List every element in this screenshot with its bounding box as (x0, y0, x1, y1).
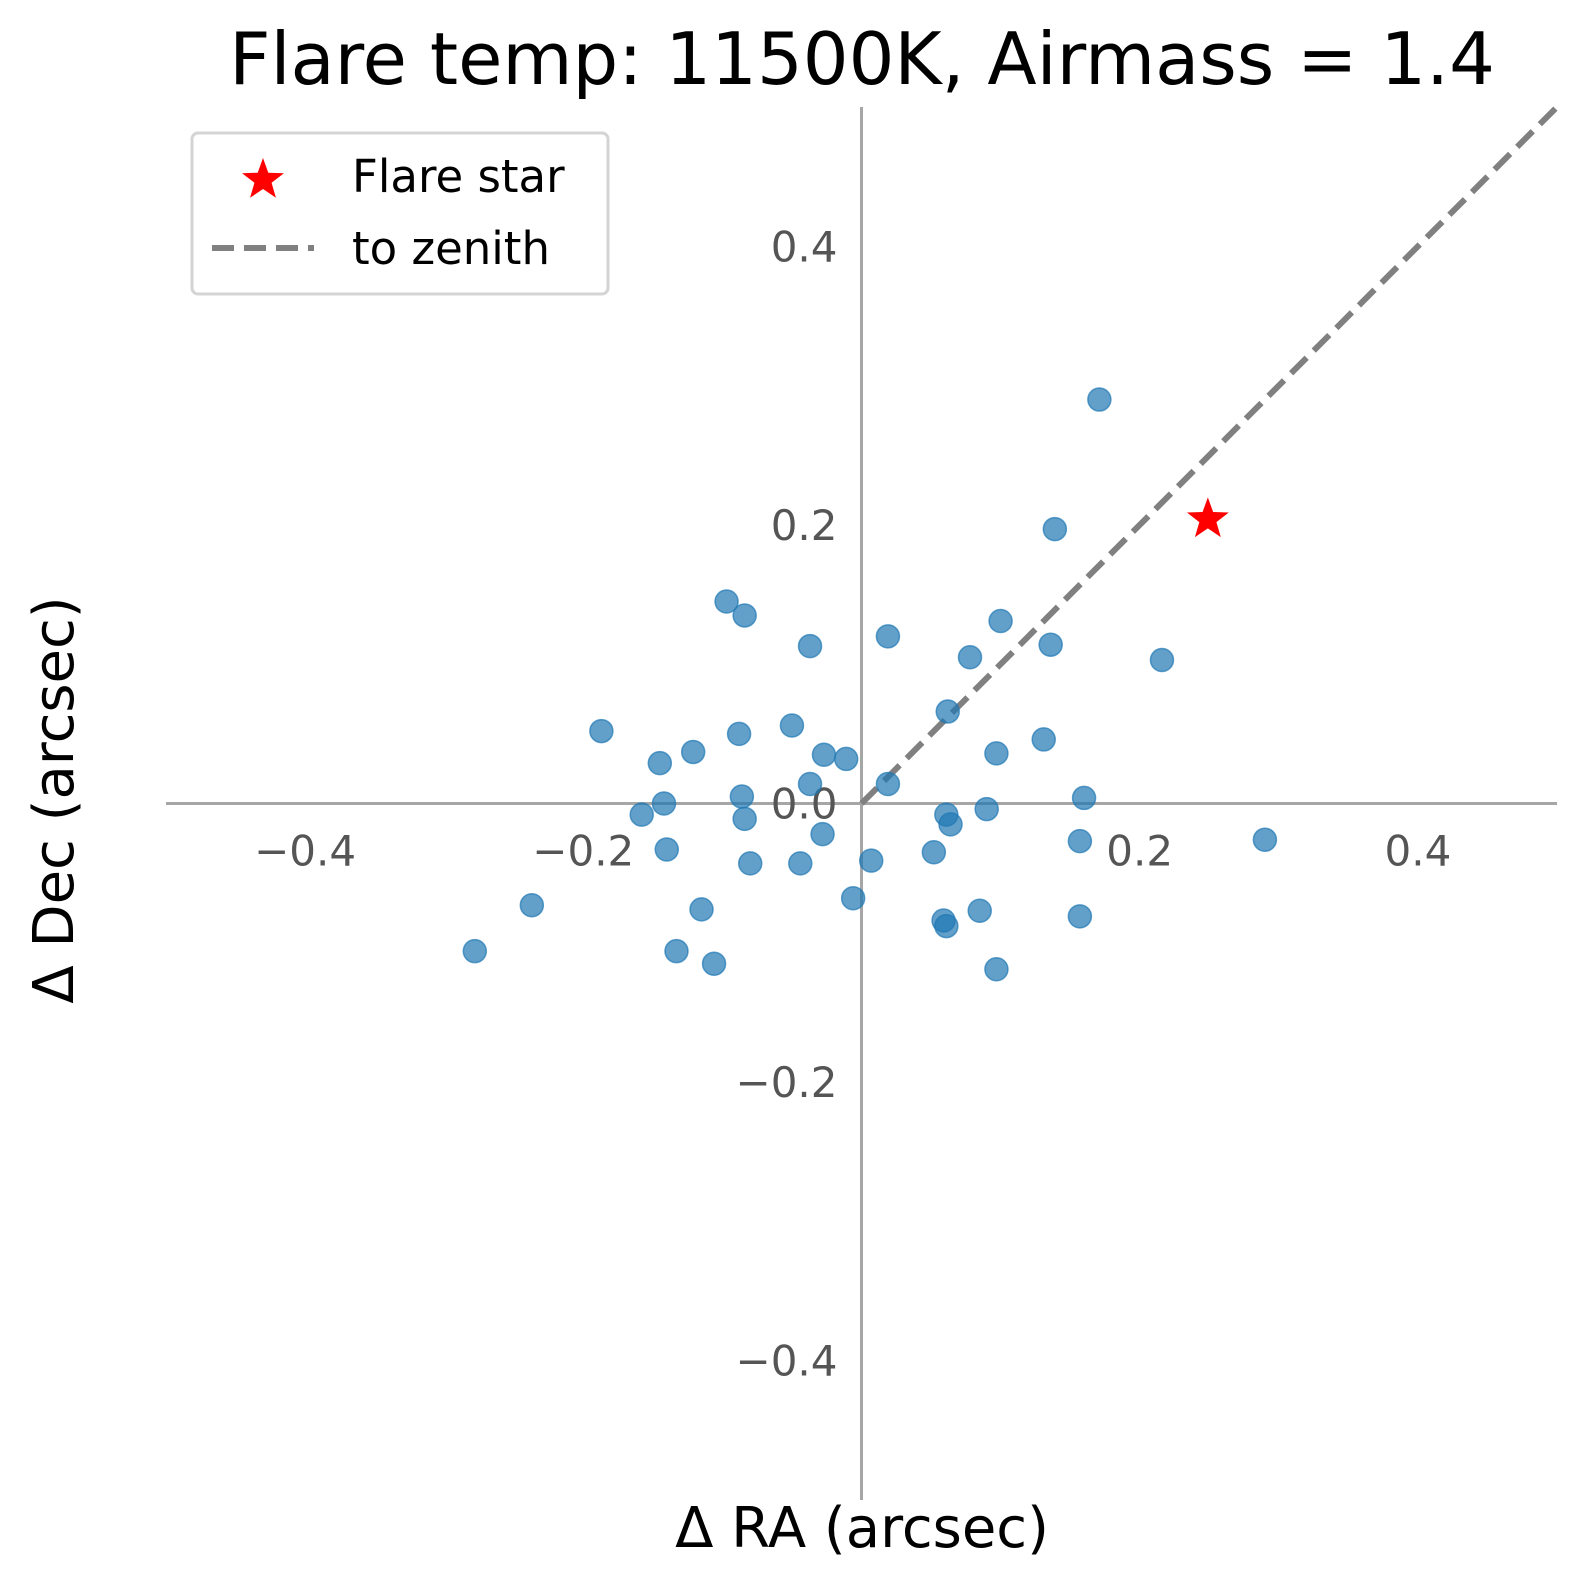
scatter-point (714, 589, 739, 614)
legend-label-flare-star: Flare star (352, 150, 565, 203)
scatter-point (1067, 904, 1093, 929)
scatter-point (732, 603, 757, 628)
tick-labels: −0.4 −0.2 0.2 0.40.40.20.0−0.2−0.4 (254, 222, 1451, 1385)
scatter-point (689, 897, 714, 922)
scatter-point (701, 951, 727, 976)
x-tick-label: −0.4 (254, 827, 356, 876)
scatter-point (462, 938, 488, 964)
scatter-point (875, 771, 901, 797)
scatter-point (1252, 827, 1278, 852)
scatter-point (833, 746, 859, 772)
scatter-point (1042, 516, 1068, 542)
scatter-point (647, 750, 673, 776)
scatter-point (1031, 727, 1056, 752)
scatter-point (732, 806, 757, 832)
legend-label-to-zenith: to zenith (352, 222, 550, 275)
scatter-point (519, 892, 545, 918)
y-axis-label: Δ Dec (arcsec) (22, 596, 87, 1003)
scatter-point (875, 624, 901, 649)
scatter-point (651, 791, 677, 816)
chart-title: Flare temp: 11500K, Airmass = 1.4 (229, 17, 1495, 101)
scatter-point (589, 718, 614, 744)
y-tick-label: 0.2 (771, 501, 838, 550)
scatter-point (680, 739, 706, 765)
x-tick-label: 0.2 (1106, 827, 1173, 876)
scatter-point (988, 608, 1013, 634)
legend-star-icon (242, 158, 284, 198)
scatter-point (858, 848, 884, 873)
scatter-point (811, 742, 837, 767)
flare-star-marker (1186, 497, 1229, 538)
y-tick-label: 0.4 (771, 222, 838, 271)
scatter-point (938, 812, 963, 837)
scatter-point (629, 802, 654, 827)
scatter-point (840, 885, 866, 911)
scatter-point (1067, 828, 1093, 854)
y-tick-label: −0.2 (736, 1058, 838, 1107)
scatter-point (664, 938, 689, 964)
legend: Flare star to zenith (190, 131, 610, 296)
scatter-point (1071, 785, 1097, 811)
scatter-point (921, 840, 947, 865)
scatter-point (797, 633, 823, 659)
x-tick-label: 0.4 (1385, 827, 1452, 876)
scatter-point (974, 796, 999, 822)
scatter-point (737, 851, 763, 876)
scatter-point (788, 851, 813, 876)
scatter-point (810, 821, 835, 847)
scatter-point (934, 913, 959, 939)
legend-frame (190, 131, 610, 296)
scatter-point (984, 957, 1009, 982)
zenith-line (859, 104, 1560, 806)
y-tick-label: −0.4 (736, 1337, 838, 1386)
scatter-point (957, 644, 983, 670)
scatter-point (779, 713, 805, 738)
scatter-point (797, 771, 823, 797)
scatter-point (729, 784, 755, 809)
scatter-point (726, 721, 752, 747)
data-points (462, 387, 1278, 982)
scatter-point (967, 898, 992, 924)
scatter-point (654, 837, 680, 862)
scatter-point (984, 741, 1009, 766)
scatter-point (1149, 647, 1175, 673)
x-axis-label: Δ RA (arcsec) (675, 1496, 1049, 1561)
scatter-point (935, 699, 960, 724)
scatter-point (1038, 632, 1063, 657)
x-tick-label: −0.2 (532, 827, 634, 876)
scatter-point (1087, 387, 1112, 412)
